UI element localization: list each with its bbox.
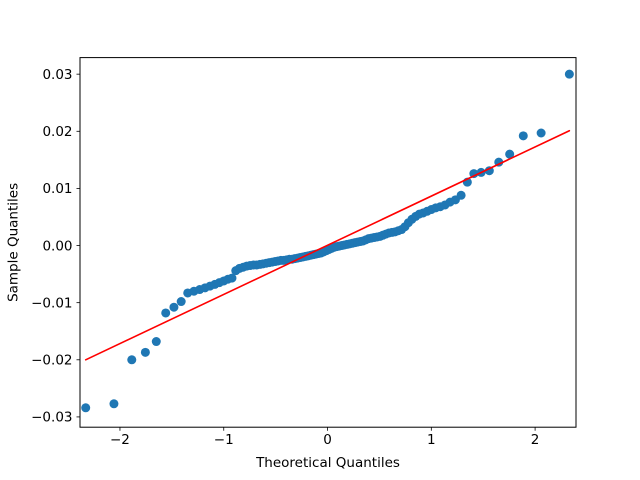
chart-marks <box>81 69 574 413</box>
data-point <box>169 302 179 312</box>
x-tick-label: 0 <box>323 432 332 448</box>
y-tick-label: −0.02 <box>31 353 72 369</box>
data-point <box>81 403 91 413</box>
y-tick-label: 0.00 <box>42 238 72 254</box>
axes-frame <box>79 57 577 428</box>
data-point <box>505 149 515 159</box>
reference-line <box>84 129 571 361</box>
data-point <box>536 128 546 138</box>
data-point <box>140 347 150 357</box>
y-tick-label: 0.03 <box>42 67 72 83</box>
y-tick-label: −0.01 <box>31 295 72 311</box>
data-point <box>564 69 574 79</box>
y-tick-label: −0.03 <box>31 410 72 426</box>
x-tick-label: 2 <box>531 432 540 448</box>
x-tick-label: −2 <box>110 432 130 448</box>
data-point <box>456 190 466 200</box>
data-point <box>227 273 237 283</box>
y-tick-label: 0.02 <box>42 124 72 140</box>
x-tick-label: 1 <box>427 432 436 448</box>
y-axis-label: Sample Quantiles <box>6 183 22 302</box>
data-point <box>127 355 137 365</box>
axes-background <box>80 57 576 428</box>
plot-area <box>80 57 576 428</box>
data-point <box>161 308 171 318</box>
x-axis-label: Theoretical Quantiles <box>255 455 400 471</box>
plot-frame <box>79 57 577 428</box>
data-point <box>518 131 528 141</box>
data-point <box>109 399 119 409</box>
data-point <box>176 297 186 307</box>
data-point <box>469 169 479 179</box>
axis-ticks: −2 −1 0 1 2 −0.03 −0.02 −0.01 0.00 0.01 0.02 0.03 <box>31 67 539 448</box>
data-point <box>151 337 161 347</box>
data-point <box>484 166 494 176</box>
x-tick-label: −1 <box>214 432 234 448</box>
y-tick-label: 0.01 <box>42 181 72 197</box>
